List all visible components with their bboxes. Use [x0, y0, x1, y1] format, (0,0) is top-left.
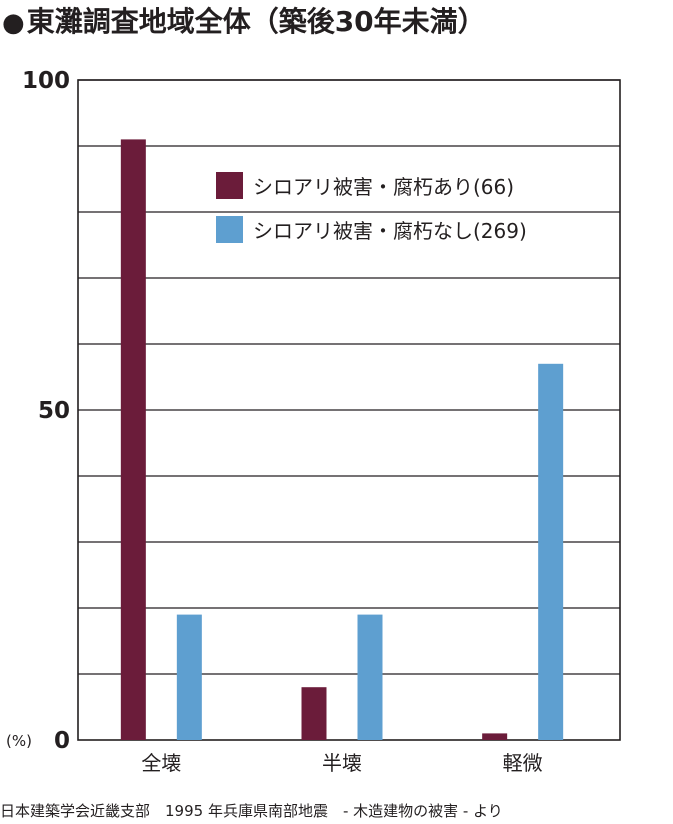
legend-swatch: [216, 216, 243, 243]
bar-without-damage: [357, 614, 383, 740]
x-tick-label: 半壊: [322, 751, 362, 775]
legend-label: シロアリ被害・腐朽なし(269): [253, 219, 527, 243]
legend-swatch: [216, 172, 243, 199]
chart-title-text: 東灘調査地域全体（築後30年未満）: [26, 5, 486, 38]
x-tick-label: 軽微: [503, 751, 543, 775]
title-bullet: ●: [2, 8, 25, 38]
bar-with-damage: [482, 733, 508, 740]
bar-without-damage: [538, 363, 564, 740]
bar-with-damage: [120, 139, 146, 740]
y-tick-label: 50: [38, 398, 70, 424]
legend-label: シロアリ被害・腐朽あり(66): [253, 175, 514, 199]
y-tick-label: 0: [54, 728, 70, 754]
y-tick-label: 100: [22, 68, 70, 94]
chart-title: ●東灘調査地域全体（築後30年未満）: [2, 0, 486, 40]
x-tick-label: 全壊: [141, 751, 181, 775]
plot-frame: [77, 79, 621, 741]
bar-with-damage: [301, 687, 327, 740]
source-caption: 日本建築学会近畿支部 1995 年兵庫県南部地震 - 木造建物の被害 - より: [0, 802, 503, 820]
y-unit-label: (%): [6, 732, 32, 750]
bar-without-damage: [176, 614, 202, 740]
